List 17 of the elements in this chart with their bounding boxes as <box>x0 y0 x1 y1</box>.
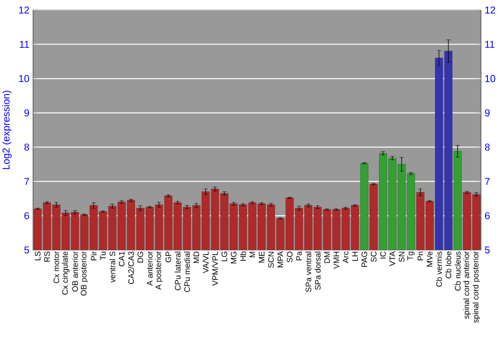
y2-tick-label: 11 <box>485 40 494 48</box>
y-tick-label: 8 <box>24 144 30 151</box>
y2-tick-label: 9 <box>485 109 490 116</box>
y2-tick-label: 6 <box>485 212 490 220</box>
y-tick-label: 10 <box>19 75 30 82</box>
y2-tick-label: 10 <box>485 75 496 82</box>
y2-tick-label: 7 <box>485 178 490 185</box>
y-axis-title: Log2 (expression) <box>2 90 12 170</box>
y-tick-label: 6 <box>24 212 30 220</box>
y-tick-label: 5 <box>24 246 30 254</box>
y-tick-label: 12 <box>19 6 29 14</box>
y2-tick-label: 5 <box>484 246 490 254</box>
y-tick-label: 7 <box>24 178 29 185</box>
y-tick-label: 9 <box>24 109 30 116</box>
y2-tick-label: 12 <box>485 6 496 14</box>
y2-tick-label: 8 <box>484 144 490 151</box>
y-tick-label: 11 <box>20 40 29 48</box>
